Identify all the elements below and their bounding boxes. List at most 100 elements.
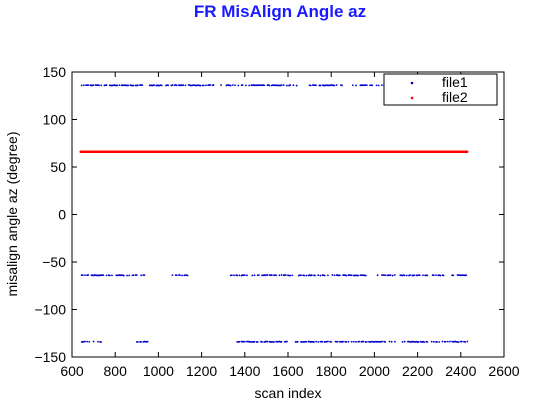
data-point-file1: [266, 340, 269, 343]
data-point-file1: [136, 341, 139, 343]
data-point-file1: [136, 84, 139, 87]
y-tick-label: −100: [34, 302, 66, 318]
data-point-file1: [355, 341, 357, 343]
data-point-file1: [266, 274, 269, 276]
data-point-file1: [409, 274, 411, 276]
data-point-file1: [351, 84, 354, 87]
data-point-file1: [92, 84, 95, 87]
data-point-file1: [179, 274, 181, 277]
data-point-file1: [439, 274, 442, 277]
data-point-file1: [389, 274, 392, 277]
data-point-file1: [253, 340, 256, 343]
data-point-file1: [100, 341, 103, 343]
x-axis-ticks: 600 800 1000 1200 1400 1600 1800 2000 2200 2400 26…: [60, 72, 520, 379]
data-point-file1: [175, 274, 178, 277]
data-point-file1: [465, 274, 468, 277]
data-point-file1: [303, 274, 306, 277]
data-point-file1: [350, 274, 353, 277]
data-point-file1: [88, 340, 91, 343]
data-point-file1: [292, 84, 295, 87]
data-point-file1: [132, 274, 135, 277]
data-point-file1: [229, 84, 232, 87]
data-point-file1: [289, 274, 292, 277]
data-point-file1: [313, 341, 315, 343]
data-point-file1: [381, 340, 383, 343]
data-point-file1: [286, 340, 288, 343]
data-point-file1: [205, 84, 207, 87]
data-point-file1: [365, 340, 368, 343]
data-point-file1: [390, 340, 393, 343]
data-point-file1: [442, 274, 445, 277]
data-point-file1: [331, 274, 334, 276]
legend-label-file1: file1: [442, 74, 468, 90]
data-point-file1: [127, 84, 130, 87]
y-axis-label: misalign angle az (degree): [4, 132, 20, 297]
data-point-file1: [449, 340, 451, 343]
data-point-file1: [81, 274, 84, 277]
data-point-file1: [446, 340, 449, 343]
x-tick-label: 1000: [143, 363, 174, 379]
data-point-file1: [426, 341, 429, 343]
data-point-file1: [284, 274, 287, 276]
data-point-file1: [315, 84, 317, 87]
data-point-file1: [257, 274, 260, 276]
data-point-file1: [251, 274, 254, 277]
data-point-file1: [441, 340, 444, 343]
y-tick-label: 150: [43, 64, 67, 80]
data-point-file1: [295, 84, 298, 87]
data-point-file1: [87, 84, 90, 87]
data-point-file1: [116, 84, 119, 87]
data-point-file1: [212, 84, 215, 86]
x-tick-label: 1200: [186, 363, 217, 379]
data-point-file1: [405, 274, 408, 277]
data-point-file1: [278, 274, 281, 277]
data-point-file1: [362, 340, 365, 343]
data-point-file1: [371, 84, 374, 87]
data-point-file1: [171, 274, 174, 277]
data-point-file1: [358, 340, 361, 343]
data-point-file1: [352, 340, 355, 343]
data-point-file1: [384, 341, 387, 343]
x-tick-label: 2400: [445, 363, 476, 379]
data-point-file1: [126, 274, 128, 277]
data-point-file1: [98, 84, 100, 87]
data-point-file1: [376, 274, 379, 277]
data-point-file1: [323, 274, 326, 277]
data-point-file1: [327, 274, 329, 277]
data-point-file1: [84, 274, 86, 277]
data-point-file1: [377, 84, 380, 87]
data-point-file1: [314, 274, 316, 277]
data-point-file1: [270, 274, 273, 276]
x-tick-label: 800: [104, 363, 128, 379]
data-point-file1: [452, 274, 455, 277]
data-point-file1: [118, 84, 121, 87]
data-point-file1: [394, 274, 396, 276]
legend-label-file2: file2: [442, 89, 468, 105]
data-point-file1: [330, 341, 333, 343]
data-point-file1: [317, 274, 320, 277]
legend-marker-file2: [410, 96, 414, 100]
data-point-file1: [280, 274, 283, 276]
data-point-file1: [108, 274, 111, 277]
data-point-file1: [413, 274, 416, 277]
data-point-file1: [230, 274, 233, 277]
data-point-file1: [384, 274, 387, 277]
data-point-file1: [436, 341, 438, 343]
data-point-file1: [291, 274, 294, 277]
y-tick-label: 100: [43, 112, 67, 128]
legend-box: [383, 73, 498, 106]
x-tick-label: 1600: [272, 363, 303, 379]
data-point-file1: [80, 84, 83, 87]
data-point-file1: [335, 84, 338, 86]
data-point-file1: [282, 84, 285, 86]
data-point-file1: [309, 84, 312, 87]
data-point-file1: [338, 274, 341, 277]
data-point-file1: [186, 274, 189, 277]
data-point-file1: [286, 84, 288, 87]
plot-frame: [71, 71, 505, 358]
chart-title: FR MisAlign Angle az: [194, 2, 366, 21]
data-point-file1: [268, 84, 271, 87]
data-point-file1: [105, 84, 108, 86]
x-tick-label: 2600: [488, 363, 519, 379]
data-point-file1: [102, 274, 105, 277]
